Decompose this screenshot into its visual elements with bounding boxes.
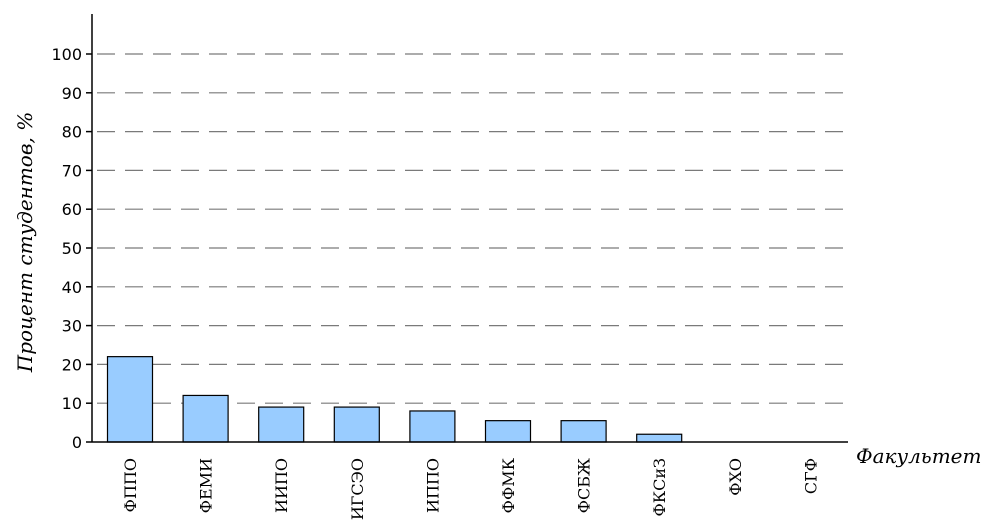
bar-ФКСиЗ — [636, 433, 683, 443]
bar-ФФМК — [484, 420, 532, 443]
y-tick-label-20: 20 — [62, 355, 82, 374]
bar-ИГСЭО — [333, 406, 380, 443]
axes — [91, 14, 848, 443]
x-tick-label-ФЕМИ: ФЕМИ — [197, 458, 216, 513]
x-tick-label-СГФ: СГФ — [801, 458, 820, 494]
bar-ФППО — [106, 356, 154, 443]
y-tick-label-10: 10 — [62, 394, 82, 413]
x-tick-label-ИГСЭО: ИГСЭО — [348, 458, 367, 520]
x-tick-label-ФФМК: ФФМК — [499, 457, 518, 513]
x-tick-labels: ФППО ФЕМИ ИИПО ИГСЭО ИППО ФФМК ФСБЖ ФКСиЗ ФХО СГФ — [121, 457, 820, 520]
grid-lines — [97, 53, 846, 404]
bar-ИППО — [409, 410, 456, 443]
y-tick-label-30: 30 — [62, 317, 82, 336]
y-tick-label-90: 90 — [62, 84, 82, 103]
x-axis-title: Факультет — [856, 444, 981, 468]
bar-ИИПО — [258, 406, 305, 443]
y-tick-label-0: 0 — [72, 433, 82, 452]
bar-ФСБЖ — [560, 420, 607, 443]
x-tick-label-ФППО: ФППО — [121, 458, 140, 512]
y-tick-label-60: 60 — [62, 200, 82, 219]
y-tick-label-80: 80 — [62, 123, 82, 142]
x-tick-label-ИИПО: ИИПО — [272, 458, 291, 513]
x-tick-label-ФХО: ФХО — [726, 458, 745, 496]
y-tick-label-50: 50 — [62, 239, 82, 258]
bars — [106, 356, 683, 443]
y-axis-title: Процент студентов, % — [13, 112, 37, 373]
y-tick-label-100: 100 — [51, 45, 82, 64]
bar-ФЕМИ — [182, 394, 229, 443]
x-tick-label-ФКСиЗ: ФКСиЗ — [650, 458, 669, 517]
y-tick-labels: 0 10 20 30 40 50 60 70 80 90 100 — [51, 45, 92, 452]
y-tick-label-70: 70 — [62, 161, 82, 180]
x-tick-label-ИППО: ИППО — [423, 458, 442, 513]
y-tick-label-40: 40 — [62, 278, 82, 297]
x-tick-label-ФСБЖ: ФСБЖ — [575, 458, 594, 513]
